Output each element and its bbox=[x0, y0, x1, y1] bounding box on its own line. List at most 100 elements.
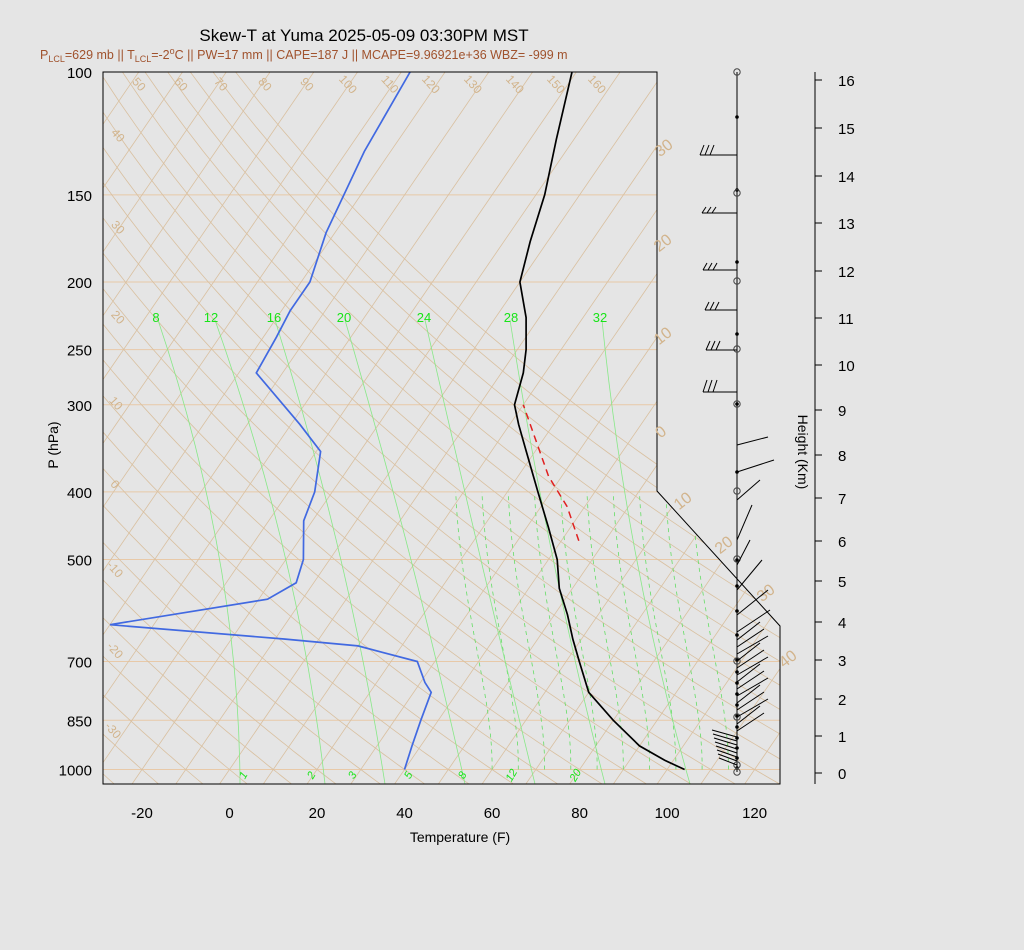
pressure-tick-label: 300 bbox=[67, 398, 92, 415]
isotherm-line bbox=[103, 72, 271, 784]
dry-adiabat bbox=[167, 72, 780, 784]
pressure-tick-label: 850 bbox=[67, 713, 92, 730]
wind-circle bbox=[733, 189, 741, 197]
isotherm-label: 50 bbox=[129, 75, 149, 95]
wind-dot bbox=[735, 725, 739, 729]
mixing-ratio-bottom-label: 2 bbox=[305, 770, 319, 782]
wind-barb-feather bbox=[714, 301, 720, 311]
mixing-ratio-label: 24 bbox=[417, 310, 431, 325]
mixing-ratio-line bbox=[157, 319, 241, 784]
isotherm-line bbox=[103, 72, 402, 784]
wind-barb bbox=[718, 757, 738, 766]
adiabat-label: 10 bbox=[651, 324, 676, 348]
wind-barb-feather bbox=[702, 379, 708, 393]
wind-circle bbox=[733, 487, 741, 495]
wind-barb-feather bbox=[711, 206, 717, 214]
dewpoint-line bbox=[109, 72, 433, 770]
wind-barb bbox=[711, 729, 738, 738]
height-tick-label: 4 bbox=[838, 615, 846, 632]
height-tick-label: 0 bbox=[838, 766, 846, 783]
pressure-tick-label: 100 bbox=[67, 65, 92, 82]
wind-barb bbox=[736, 479, 761, 501]
height-tick-label: 12 bbox=[838, 264, 855, 281]
wind-barb bbox=[736, 559, 763, 591]
isotherm-label: -10 bbox=[104, 558, 126, 580]
isotherm-line bbox=[103, 72, 358, 784]
wind-dot bbox=[735, 633, 739, 637]
profiles bbox=[109, 72, 685, 771]
isotherm-line bbox=[832, 72, 1024, 784]
mixing-ratio-line bbox=[601, 319, 691, 784]
isotherm-line bbox=[103, 72, 183, 784]
isotherm-line bbox=[394, 72, 780, 784]
wind-barb-feather bbox=[705, 340, 711, 351]
wind-dot bbox=[735, 584, 739, 588]
wind-barb bbox=[736, 684, 761, 704]
moist-adiabat bbox=[691, 491, 729, 770]
adiabat-label: 30 bbox=[652, 136, 677, 160]
wind-barb bbox=[736, 635, 769, 655]
wind-barbs bbox=[699, 68, 775, 776]
wind-dot bbox=[735, 703, 739, 707]
subtitle-t-sub: LCL bbox=[135, 54, 152, 64]
isotherm-label: 80 bbox=[255, 75, 275, 95]
dry-adiabat bbox=[103, 72, 337, 784]
mixing-ratio-bottom-label: 12 bbox=[504, 767, 521, 784]
subtitle-p: P bbox=[40, 48, 48, 62]
chart-subtitle: PLCL=629 mb || TLCL=-2oC || PW=17 mm || … bbox=[40, 46, 568, 64]
wind-dot bbox=[735, 609, 739, 613]
wind-dot bbox=[735, 332, 739, 336]
wind-barb-feather bbox=[710, 340, 716, 351]
height-tick-label: 2 bbox=[838, 692, 846, 709]
dry-adiabat bbox=[103, 72, 780, 784]
height-tick-label: 13 bbox=[838, 216, 855, 233]
isotherm-line bbox=[103, 72, 446, 784]
isotherm-line bbox=[103, 72, 533, 784]
dry-adiabat bbox=[103, 72, 780, 784]
wind-barb bbox=[736, 642, 761, 662]
mixing-ratio-bottom-label: 1 bbox=[237, 770, 250, 781]
wind-barb-feather bbox=[699, 144, 705, 156]
wind-barb-feather bbox=[704, 144, 710, 156]
wind-barb bbox=[736, 621, 761, 641]
x-tick-label: 80 bbox=[571, 805, 588, 822]
isotherm-line bbox=[569, 72, 780, 784]
wind-circle bbox=[733, 713, 741, 721]
isotherm-line bbox=[103, 72, 577, 784]
wind-barb bbox=[713, 737, 738, 746]
x-axis-label: Temperature (F) bbox=[410, 829, 510, 845]
isotherm-line bbox=[612, 72, 780, 784]
wind-barb bbox=[736, 504, 753, 541]
isotherm-line bbox=[700, 72, 780, 784]
wind-barb bbox=[736, 609, 771, 633]
x-tick-label: 60 bbox=[484, 805, 501, 822]
isotherm-line bbox=[656, 72, 780, 784]
moist-adiabat bbox=[534, 491, 572, 770]
moist-adiabat bbox=[639, 491, 677, 770]
wind-circle bbox=[733, 761, 741, 769]
dry-adiabat bbox=[103, 72, 780, 784]
wind-barb bbox=[736, 691, 765, 711]
dry-adiabat bbox=[103, 72, 780, 784]
mixing-ratio-line bbox=[274, 319, 386, 784]
height-tick-label: 6 bbox=[838, 534, 846, 551]
x-tick-label: 100 bbox=[655, 805, 680, 822]
isotherm-label: 130 bbox=[461, 72, 485, 96]
wind-circle bbox=[733, 345, 741, 353]
isotherm-label: -30 bbox=[102, 719, 124, 741]
wind-dot bbox=[735, 115, 739, 119]
dry-adiabat bbox=[235, 72, 780, 784]
height-tick-label: 8 bbox=[838, 448, 846, 465]
isotherm-line bbox=[175, 72, 665, 784]
isotherm-label: 60 bbox=[171, 75, 191, 95]
wind-barb bbox=[736, 663, 761, 683]
adiabat-label: 0 bbox=[652, 423, 670, 442]
isotherm-line bbox=[788, 72, 1024, 784]
wind-barb-feather bbox=[704, 301, 710, 311]
subtitle-deg: o bbox=[170, 46, 175, 56]
isotherm-line bbox=[481, 72, 780, 784]
mixing-ratio-label: 28 bbox=[504, 310, 518, 325]
isotherm-line bbox=[744, 72, 780, 784]
x-tick-label: -20 bbox=[131, 805, 153, 822]
